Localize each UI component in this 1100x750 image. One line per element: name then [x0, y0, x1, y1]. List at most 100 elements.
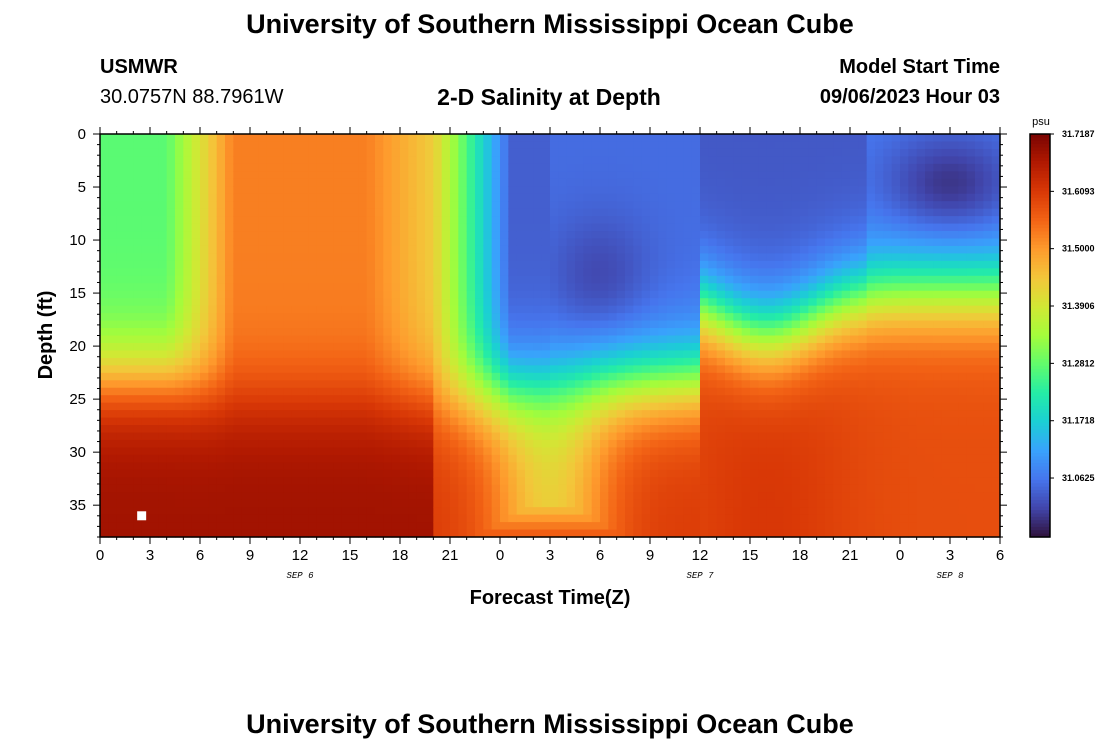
heatmap-cell: [625, 357, 634, 366]
heatmap-cell: [350, 290, 359, 299]
heatmap-cell: [375, 313, 384, 322]
heatmap-cell: [641, 522, 651, 531]
heatmap-cell: [116, 350, 126, 359]
heatmap-cell: [591, 514, 601, 523]
heatmap-cell: [691, 395, 701, 404]
heatmap-cell: [316, 522, 326, 531]
heatmap-cell: [866, 275, 876, 284]
heatmap-cell: [383, 156, 393, 165]
heatmap-cell: [400, 141, 409, 150]
heatmap-cell: [216, 439, 226, 449]
heatmap-cell: [216, 514, 226, 523]
heatmap-cell: [858, 260, 868, 269]
heatmap-cell: [466, 335, 476, 344]
heatmap-cell: [508, 522, 518, 531]
heatmap-cell: [408, 342, 418, 352]
heatmap-cell: [133, 148, 143, 157]
heatmap-cell: [125, 365, 134, 374]
heatmap-cell: [808, 387, 818, 396]
heatmap-cell: [400, 454, 409, 463]
heatmap-cell: [200, 365, 209, 374]
heatmap-cell: [566, 342, 576, 352]
heatmap-cell: [258, 469, 268, 478]
heatmap-cell: [391, 245, 401, 254]
heatmap-cell: [691, 320, 701, 329]
heatmap-cell: [791, 357, 801, 366]
heatmap-cell: [691, 201, 701, 210]
heatmap-cell: [383, 395, 393, 404]
heatmap-cell: [633, 402, 643, 411]
heatmap-cell: [691, 163, 701, 172]
heatmap-cell: [583, 216, 593, 225]
heatmap-cell: [716, 522, 726, 531]
heatmap-cell: [216, 477, 226, 486]
heatmap-cell: [658, 417, 668, 426]
heatmap-cell: [850, 425, 859, 434]
heatmap-cell: [258, 216, 268, 225]
heatmap-cell: [200, 313, 209, 322]
heatmap-cell: [308, 514, 318, 523]
heatmap-cell: [725, 380, 734, 389]
heatmap-cell: [775, 141, 784, 150]
heatmap-cell: [650, 320, 659, 329]
heatmap-cell: [858, 387, 868, 396]
heatmap-cell: [100, 328, 109, 337]
heatmap-cell: [575, 231, 584, 240]
heatmap-cell: [783, 522, 793, 531]
heatmap-cell: [541, 514, 551, 523]
heatmap-cell: [841, 507, 851, 516]
heatmap-cell: [383, 223, 393, 232]
heatmap-cell: [783, 417, 793, 426]
heatmap-cell: [183, 134, 193, 143]
heatmap-cell: [650, 134, 659, 143]
heatmap-cell: [325, 387, 334, 396]
heatmap-cell: [683, 395, 693, 404]
heatmap-cell: [550, 439, 559, 449]
heatmap-cell: [208, 477, 218, 486]
heatmap-cell: [425, 178, 434, 187]
heatmap-cell: [791, 320, 801, 329]
heatmap-cell: [125, 178, 134, 187]
heatmap-cell: [716, 432, 726, 441]
heatmap-cell: [133, 141, 143, 150]
heatmap-cell: [408, 425, 418, 434]
heatmap-cell: [850, 492, 859, 501]
heatmap-cell: [300, 268, 309, 277]
heatmap-cell: [125, 320, 134, 329]
heatmap-cell: [200, 484, 209, 493]
heatmap-cell: [225, 454, 234, 463]
heatmap-cell: [591, 268, 601, 277]
heatmap-cell: [458, 253, 468, 262]
heatmap-cell: [625, 163, 634, 172]
heatmap-cell: [558, 432, 568, 441]
heatmap-cell: [233, 477, 243, 486]
heatmap-cell: [125, 163, 134, 172]
heatmap-cell: [775, 380, 784, 389]
heatmap-cell: [483, 447, 493, 456]
heatmap-cell: [833, 529, 843, 538]
heatmap-cell: [483, 402, 493, 411]
heatmap-cell: [525, 178, 534, 187]
heatmap-cell: [258, 268, 268, 277]
heatmap-cell: [100, 439, 109, 449]
heatmap-cell: [458, 268, 468, 277]
heatmap-cell: [316, 499, 326, 508]
heatmap-cell: [383, 447, 393, 456]
heatmap-cell: [325, 395, 334, 404]
heatmap-cell: [591, 417, 601, 426]
heatmap-cell: [175, 260, 184, 269]
heatmap-cell: [275, 514, 284, 523]
heatmap-cell: [675, 163, 684, 172]
heatmap-cell: [825, 238, 834, 247]
heatmap-cell: [600, 342, 609, 352]
heatmap-cell: [175, 342, 184, 352]
heatmap-cell: [750, 178, 759, 187]
heatmap-cell: [108, 260, 118, 269]
heatmap-cell: [491, 477, 501, 486]
heatmap-cell: [416, 268, 426, 277]
heatmap-cell: [600, 148, 609, 157]
heatmap-cell: [350, 320, 359, 329]
heatmap-cell: [800, 223, 809, 232]
heatmap-cell: [658, 365, 668, 374]
heatmap-cell: [366, 163, 376, 172]
